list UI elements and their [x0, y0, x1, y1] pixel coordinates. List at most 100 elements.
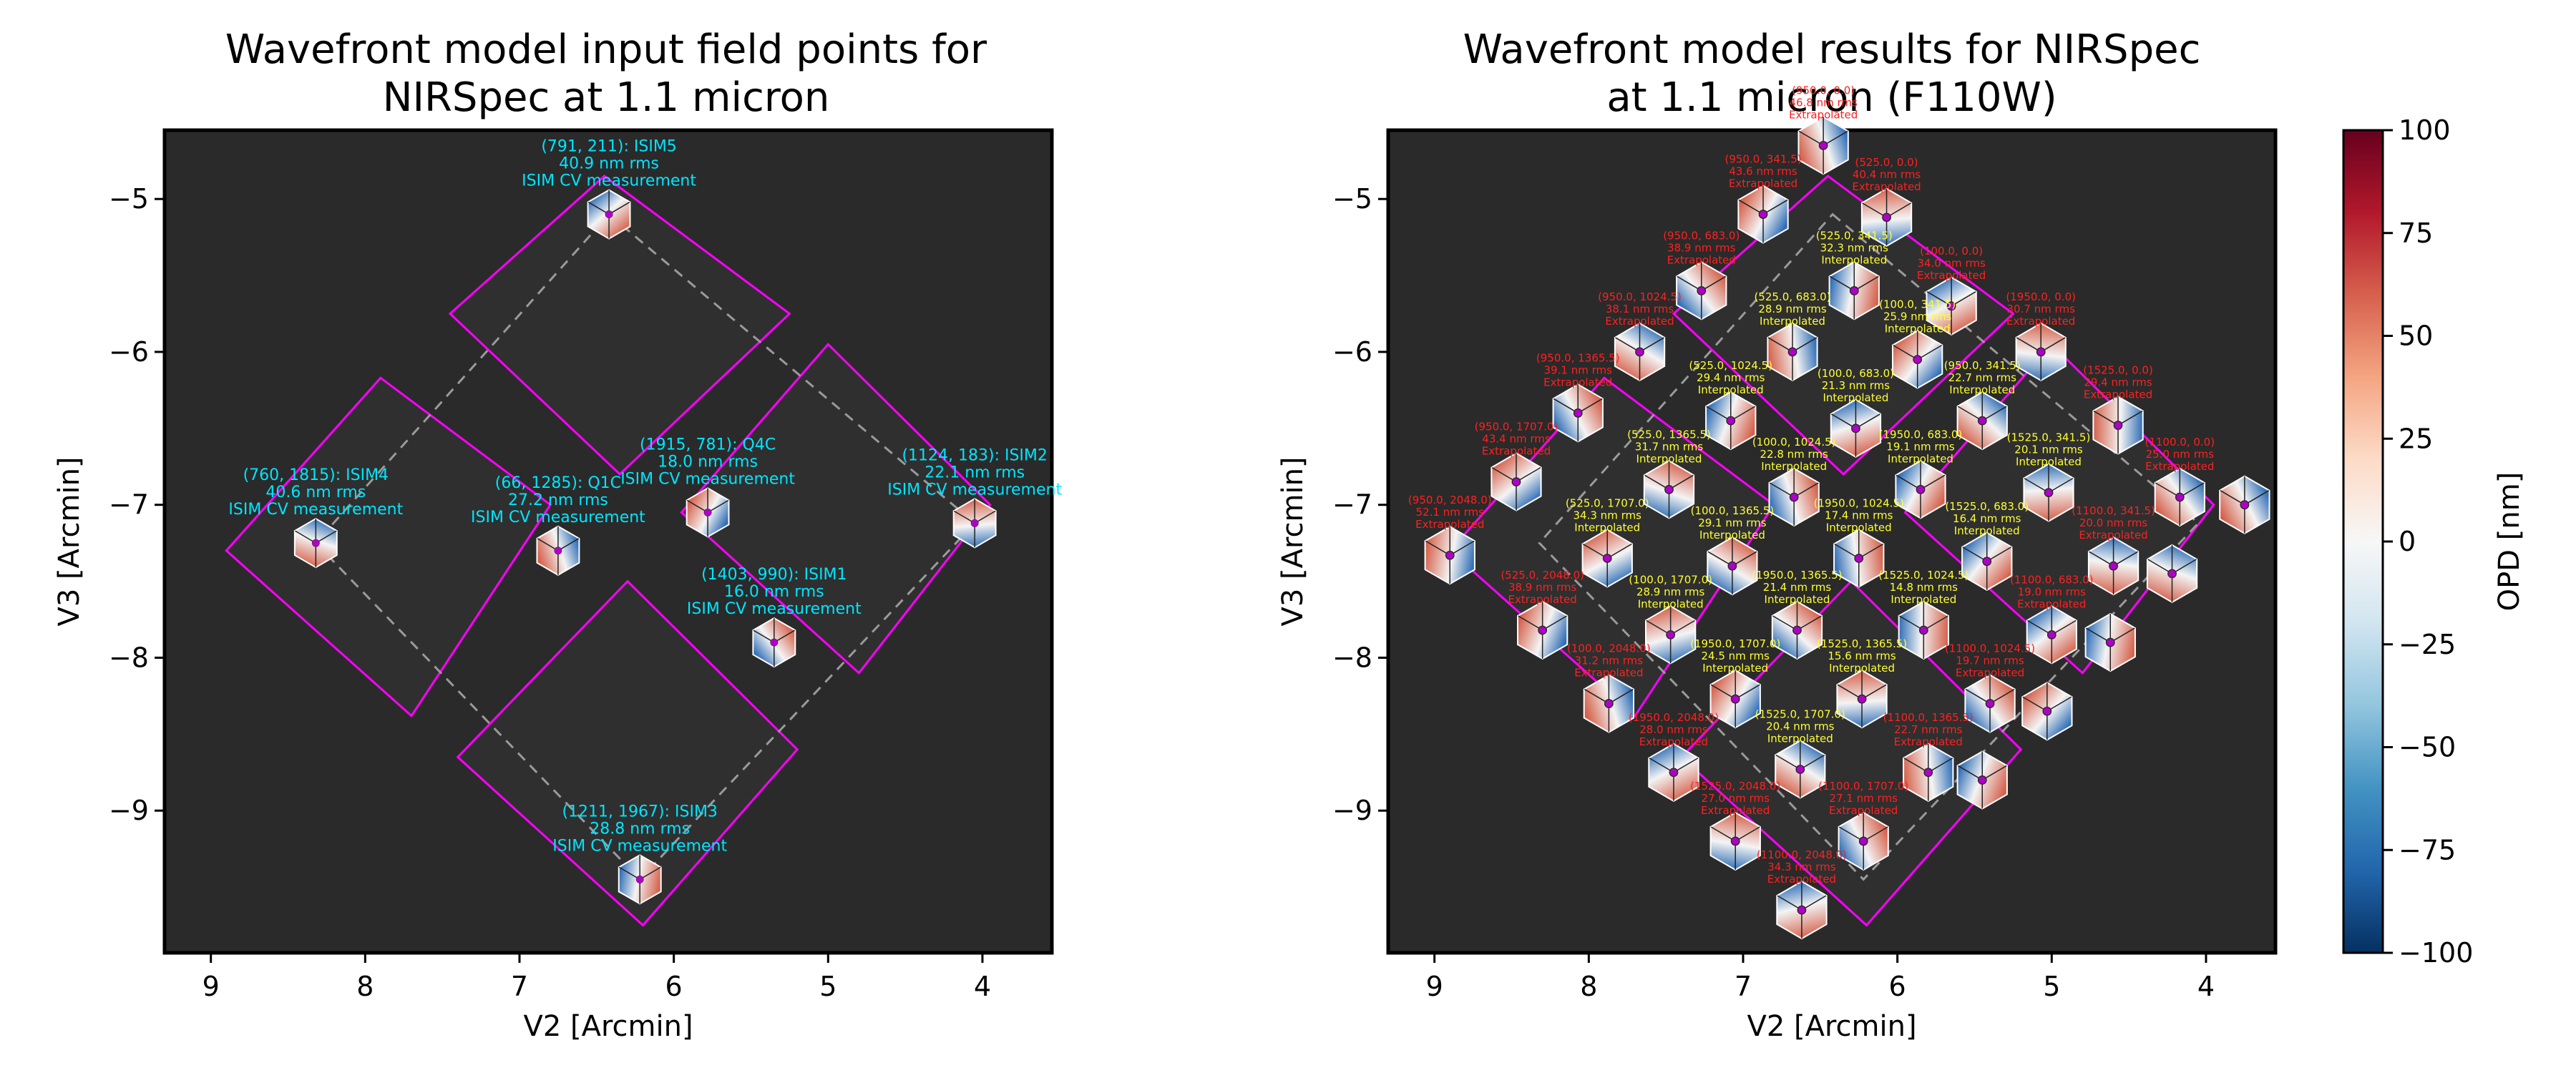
right-point-label1: (1950.0, 0.0): [2006, 290, 2076, 303]
right-point-label2: 40.4 nm rms: [1853, 168, 1921, 181]
left-axis-ticks: 9 8 7 6 5 4 −5 −6 −7 −8 −9: [109, 183, 991, 1002]
colorbar-tick-label: 100: [2399, 114, 2451, 146]
left-point-strut: [608, 201, 630, 215]
right-point-label1: (1525.0, 2048.0): [1690, 780, 1780, 793]
right-point-label1: (100.0, 1707.0): [1629, 573, 1712, 586]
right-point-center-marker: [2168, 569, 2176, 577]
right-point-center-marker: [1732, 695, 1740, 703]
right-point-strut: [2016, 337, 2041, 353]
left-point-label2: 27.2 nm rms: [508, 491, 608, 509]
left-point-label2: 40.6 nm rms: [265, 484, 366, 501]
left-point-center-marker: [554, 547, 562, 554]
right-point-label1: (950.0, 683.0): [1663, 229, 1740, 242]
right-point-label3: Extrapolated: [1767, 873, 1836, 886]
colorbar: 100 75 50 25 0 −25 −50 −75 −100 OPD [nm]: [2342, 114, 2526, 969]
right-xtick-label: 5: [2043, 971, 2060, 1002]
left-point-strut: [618, 866, 640, 881]
right-point-center-marker: [1728, 562, 1736, 570]
right-point-strut: [1962, 547, 1988, 562]
right-point-label2: 20.4 nm rms: [1766, 720, 1835, 733]
right-point-label3: Extrapolated: [1415, 518, 1484, 531]
right-point-strut: [1957, 765, 1983, 781]
right-aperture-square: [1672, 175, 2015, 476]
left-aperture-outlines: [225, 175, 992, 927]
right-point-label1: (1950.0, 1024.5): [1814, 497, 1904, 510]
left-xtick-label: 6: [665, 971, 683, 1002]
right-point-label1: (950.0, 341.5): [1944, 359, 2021, 372]
right-point-label3: Interpolated: [1890, 593, 1956, 606]
right-point-strut: [2109, 627, 2135, 643]
right-point-label2: 25.9 nm rms: [1883, 310, 1952, 323]
right-point-strut: [1898, 615, 1924, 631]
right-point-label2: 27.0 nm rms: [1702, 792, 1770, 805]
right-point-center-marker: [1820, 142, 1828, 150]
right-point-center-marker: [2043, 707, 2051, 715]
right-point-center-marker: [1858, 695, 1866, 703]
right-point-label2: 27.1 nm rms: [1830, 792, 1898, 805]
right-point-label3: Interpolated: [1829, 662, 1895, 675]
right-point-label2: 38.9 nm rms: [1667, 241, 1736, 254]
right-point-strut: [2093, 410, 2119, 426]
right-point-center-marker: [1790, 494, 1798, 501]
right-point-strut: [1801, 895, 1827, 911]
right-point-strut: [1893, 344, 1918, 361]
right-point-label3: Interpolated: [1574, 521, 1640, 534]
right-point-strut: [2048, 477, 2074, 494]
left-point-label3: ISIM CV measurement: [522, 172, 696, 190]
right-point-label2: 31.2 nm rms: [1575, 655, 1644, 667]
right-point-strut: [1896, 474, 1921, 490]
left-point-center-marker: [971, 519, 979, 527]
left-point-label1: (791, 211): ISIM5: [541, 138, 676, 156]
right-point-strut: [1670, 619, 1696, 636]
right-point-label1: (1950.0, 1365.5): [1752, 569, 1842, 582]
right-point-strut: [1669, 474, 1694, 490]
right-point-center-marker: [1446, 552, 1454, 559]
right-field-points: (950.0, 0.0)46.8 nm rmsExtrapolated(950.…: [1408, 84, 2270, 940]
right-point-label3: Extrapolated: [1701, 804, 1770, 817]
right-point-strut: [1516, 466, 1541, 483]
right-point-center-marker: [2048, 631, 2056, 639]
right-point-label3: Extrapolated: [1729, 177, 1797, 190]
colorbar-tick-label: −50: [2399, 732, 2456, 763]
right-point-strut: [1491, 466, 1517, 483]
right-point-strut: [1730, 406, 1756, 421]
right-point-label3: Interpolated: [1885, 323, 1951, 335]
right-point-strut: [2117, 410, 2143, 426]
right-point-strut: [1834, 543, 1860, 559]
right-point-label2: 34.3 nm rms: [1574, 509, 1642, 522]
right-point-label3: Interpolated: [1699, 529, 1765, 542]
right-point-label2: 19.0 nm rms: [2018, 585, 2087, 598]
right-point-strut: [1855, 413, 1880, 429]
right-point-strut: [1862, 202, 1887, 218]
colorbar-tick-label: −100: [2399, 937, 2473, 969]
right-point-strut: [1797, 615, 1822, 631]
right-point-center-marker: [1760, 210, 1767, 218]
right-point-center-marker: [1850, 287, 1858, 295]
right-point-strut: [1777, 895, 1802, 911]
colorbar-gradient: [2342, 129, 2384, 954]
left-aperture-square: [225, 376, 552, 717]
right-point-label3: Extrapolated: [2084, 388, 2152, 401]
left-aperture-square: [680, 343, 992, 675]
right-point-strut: [2024, 477, 2049, 494]
left-point-strut: [639, 866, 661, 881]
right-point-label1: (525.0, 683.0): [1754, 290, 1830, 303]
right-point-label1: (950.0, 1024.5): [1598, 290, 1682, 303]
right-point-strut: [1767, 337, 1793, 353]
right-point-label2: 25.0 nm rms: [2146, 448, 2215, 461]
right-point-strut: [1886, 202, 1911, 218]
right-point-label1: (1100.0, 2048.0): [1757, 848, 1847, 861]
right-point-center-marker: [1797, 906, 1805, 914]
right-point-label1: (1950.0, 683.0): [1879, 428, 1963, 441]
right-point-strut: [1823, 130, 1848, 147]
right-point-label1: (100.0, 341.5): [1879, 298, 1956, 311]
right-point-strut: [1677, 275, 1702, 292]
right-point-strut: [1584, 688, 1609, 705]
left-point-strut: [686, 499, 708, 514]
right-point-label3: Extrapolated: [2017, 597, 2086, 610]
right-point-label3: Interpolated: [1823, 391, 1888, 404]
right-point-strut: [1926, 291, 1952, 307]
colorbar-tick-label: 0: [2399, 526, 2416, 557]
right-point-strut: [1793, 482, 1819, 498]
left-point-label3: ISIM CV measurement: [228, 501, 403, 519]
